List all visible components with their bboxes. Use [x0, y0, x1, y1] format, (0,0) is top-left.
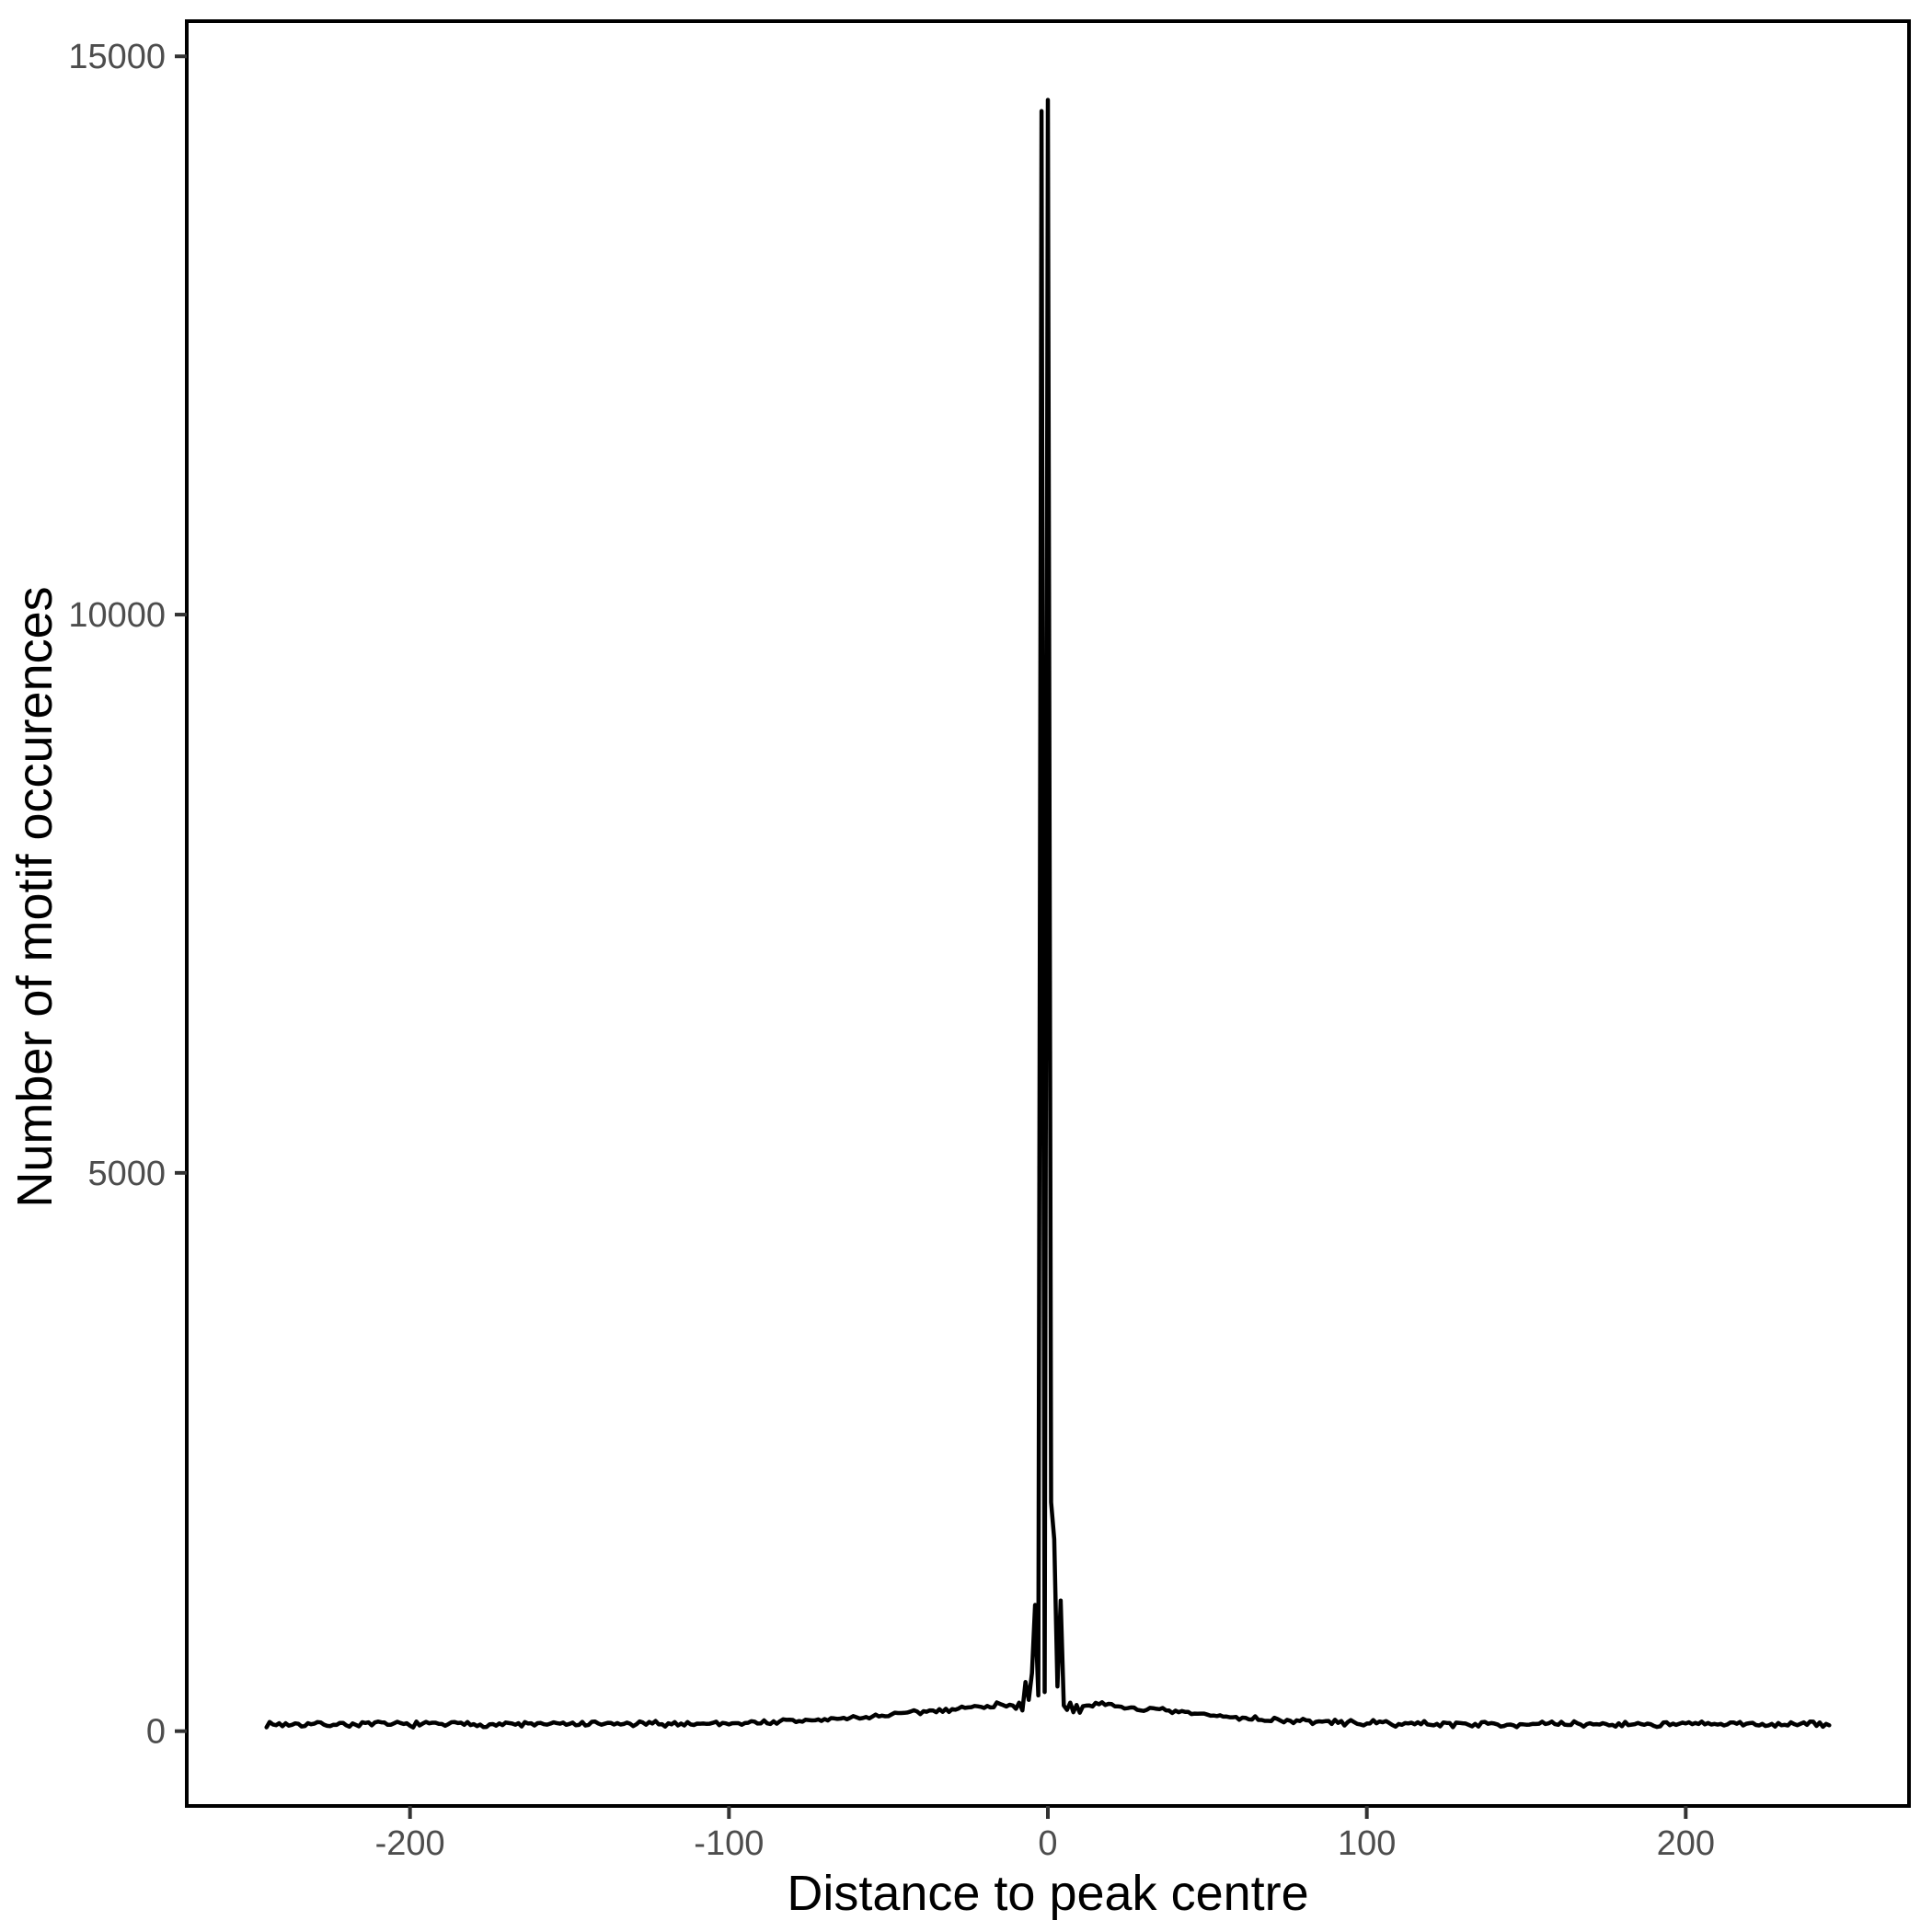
y-tick-label: 10000 — [68, 596, 166, 635]
x-tick-label: -200 — [375, 1824, 445, 1863]
y-axis: 0 5000 10000 15000 — [68, 38, 187, 1752]
y-tick-label: 5000 — [87, 1155, 166, 1193]
data-series-group — [264, 98, 1832, 1730]
x-axis: -200 -100 0 100 200 — [375, 1806, 1715, 1863]
x-tick-label: 100 — [1338, 1824, 1396, 1863]
x-tick-label: -100 — [694, 1824, 764, 1863]
y-tick-label: 15000 — [68, 38, 166, 76]
y-tick-label: 0 — [146, 1713, 166, 1752]
motif-occurrence-line — [264, 98, 1832, 1730]
y-axis-title: Number of motif occurences — [7, 586, 63, 1207]
x-tick-label: 200 — [1657, 1824, 1715, 1863]
x-tick-label: 0 — [1038, 1824, 1057, 1863]
x-axis-title: Distance to peak centre — [787, 1866, 1308, 1921]
